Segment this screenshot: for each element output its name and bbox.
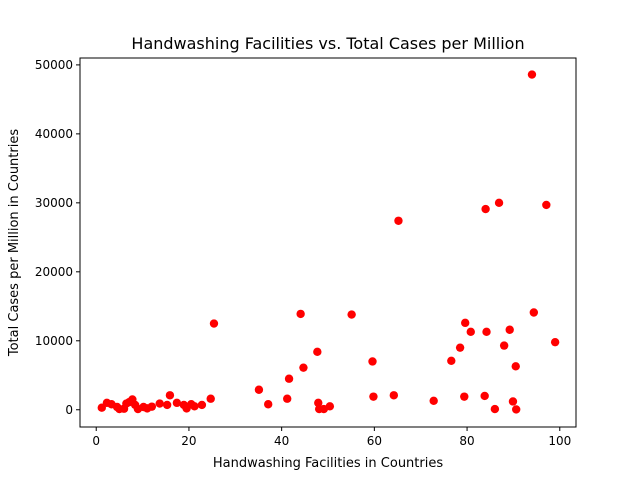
x-axis-label: Handwashing Facilities in Countries [213,456,443,471]
y-tick-label: 20000 [35,265,73,279]
data-point [527,70,537,79]
x-tick-label: 20 [181,434,196,448]
y-tick-label: 30000 [35,196,73,210]
data-point [512,405,521,414]
data-point [511,362,520,371]
data-point [206,394,215,403]
data-point [499,341,509,350]
data-point [165,391,175,400]
data-point [490,404,500,414]
y-tick-label: 40000 [35,127,73,141]
data-point [505,325,514,334]
data-point [429,396,438,405]
x-tick-label: 40 [274,434,289,448]
x-tick-label: 60 [367,434,382,448]
data-point [314,398,323,408]
data-point [299,363,308,372]
data-point [283,394,292,403]
data-point [155,399,164,408]
data-point [542,200,551,210]
data-point [394,216,403,225]
data-point [369,392,378,401]
data-point [466,327,475,337]
data-point [481,204,490,214]
data-point [147,402,157,411]
data-point [197,400,207,410]
plot-frame [79,57,577,428]
y-axis-label: Total Cases per Million in Countries [7,129,22,357]
data-point [162,400,172,410]
data-point [209,319,219,328]
data-point [482,327,491,337]
data-point [389,391,399,400]
x-tick-label: 0 [92,434,100,448]
data-points [97,70,560,414]
x-tick-label: 100 [548,434,571,448]
data-point [325,402,335,411]
y-tick-label: 0 [65,403,73,417]
data-point [480,391,489,401]
y-tick-label: 50000 [35,58,73,72]
data-point [460,392,469,401]
data-point [264,400,273,409]
data-point [284,374,294,383]
chart-title: Handwashing Facilities vs. Total Cases p… [131,34,524,53]
y-tick-label: 10000 [35,334,73,348]
data-point [455,343,465,352]
x-axis: 0 20 40 60 80 100 [92,427,571,448]
data-point [296,309,305,319]
data-point [550,337,560,347]
y-axis: 0 10000 20000 30000 40000 50000 [35,58,80,417]
data-point [494,198,504,208]
data-point [190,402,199,411]
data-point [368,357,377,366]
data-point [347,310,356,319]
data-point [254,385,264,394]
data-point [313,347,322,357]
data-point [172,398,182,408]
data-point [461,318,470,328]
data-point [529,308,539,317]
data-point [508,397,518,406]
data-point [447,356,456,365]
x-tick-label: 80 [459,434,474,448]
